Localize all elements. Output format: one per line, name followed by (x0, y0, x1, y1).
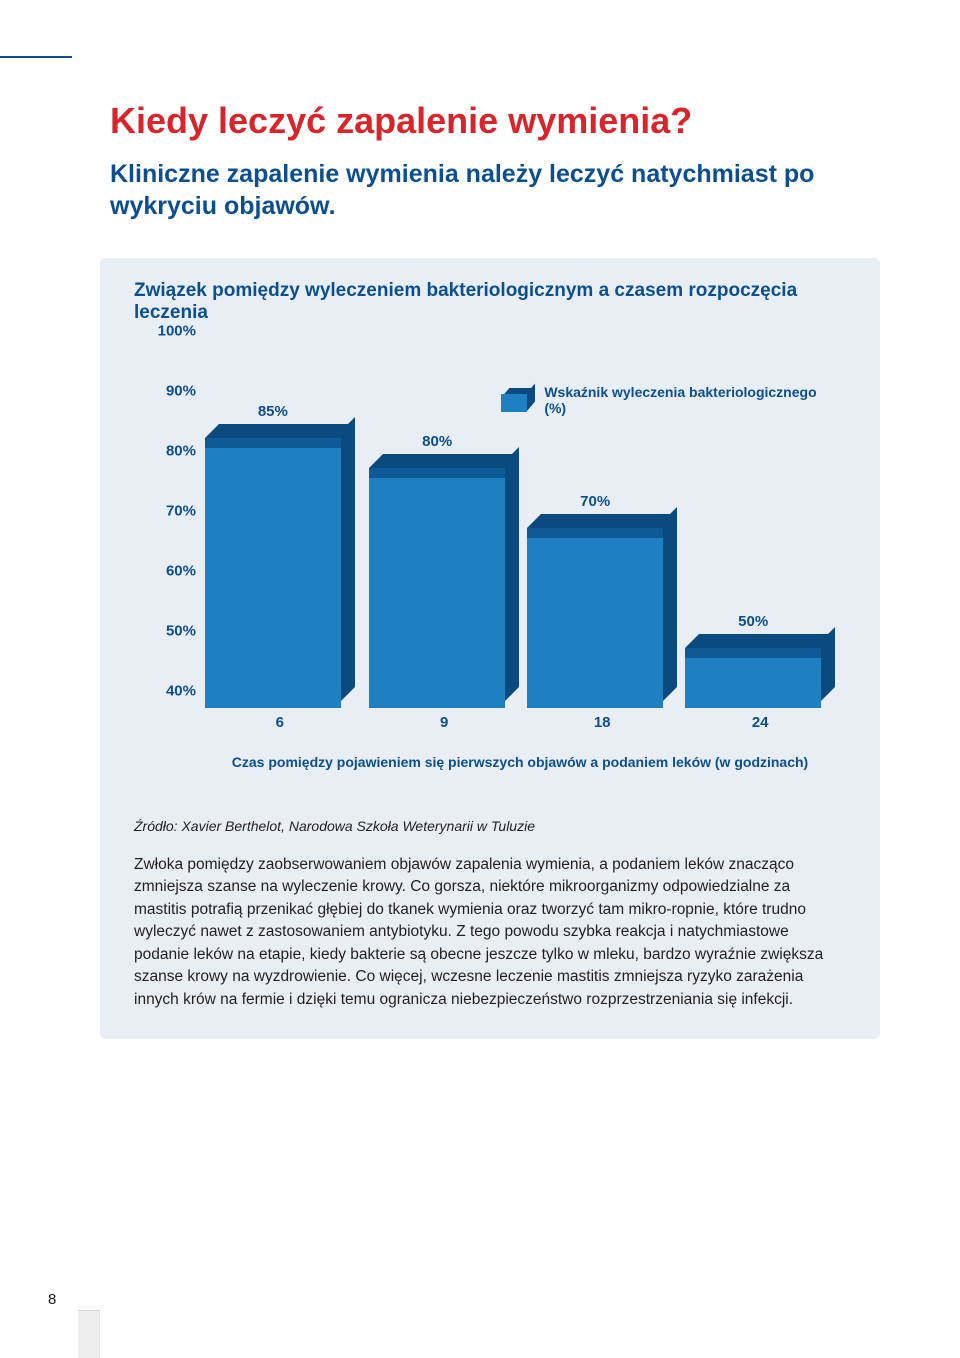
bar: 50% (685, 648, 835, 708)
x-axis-ticks: 6 9 18 24 (204, 708, 836, 748)
bar-top-edge (527, 528, 663, 538)
bar-top-edge (205, 438, 341, 448)
bar-top-edge (685, 648, 821, 658)
bar-chart: 40%50%60%70%80%90%100% 85%80%70%50%Wskaź… (134, 348, 846, 748)
page-number: 8 (48, 1291, 56, 1308)
x-tick-label: 6 (276, 714, 284, 731)
bar-top-edge (369, 468, 505, 478)
chart-panel-title: Związek pomiędzy wyleczeniem bakteriolog… (134, 280, 846, 324)
bar-front (527, 528, 663, 708)
top-rule (0, 56, 72, 58)
bar-side (663, 507, 677, 701)
y-axis-ticks: 40%50%60%70%80%90%100% (134, 348, 204, 708)
x-tick-label: 9 (440, 714, 448, 731)
bar-top (369, 454, 519, 468)
bar-side (505, 447, 519, 701)
page-subtitle: Kliniczne zapalenie wymienia należy lecz… (110, 159, 870, 222)
chart-panel: Związek pomiędzy wyleczeniem bakteriolog… (100, 258, 880, 1039)
bar-value-label: 50% (678, 613, 828, 630)
y-tick-label: 100% (158, 322, 196, 339)
bar-top (527, 514, 677, 528)
y-tick-label: 70% (166, 502, 196, 519)
legend-label: Wskaźnik wyleczenia bakteriologicznego (… (544, 384, 836, 416)
bar-top (205, 424, 355, 438)
y-tick-label: 40% (166, 682, 196, 699)
bar-value-label: 85% (198, 403, 348, 420)
chart-legend: Wskaźnik wyleczenia bakteriologicznego (… (501, 384, 836, 416)
bar-side (341, 417, 355, 701)
bar: 80% (369, 468, 519, 708)
bar-top (685, 634, 835, 648)
bar-front (205, 438, 341, 708)
bar: 70% (527, 528, 677, 708)
body-paragraph: Zwłoka pomiędzy zaobserwowaniem objawów … (134, 854, 846, 1011)
bar-value-label: 80% (362, 433, 512, 450)
y-tick-label: 80% (166, 442, 196, 459)
y-tick-label: 90% (166, 382, 196, 399)
bar-front (369, 468, 505, 708)
bar-value-label: 70% (520, 493, 670, 510)
y-tick-label: 60% (166, 562, 196, 579)
x-tick-label: 24 (752, 714, 769, 731)
page-title: Kiedy leczyć zapalenie wymienia? (110, 100, 870, 141)
bar: 85% (205, 438, 355, 708)
chart-source: Źródło: Xavier Berthelot, Narodowa Szkoł… (134, 818, 846, 834)
page-content: Kiedy leczyć zapalenie wymienia? Klinicz… (0, 0, 960, 1039)
y-tick-label: 50% (166, 622, 196, 639)
chart-plot-area: 85%80%70%50%Wskaźnik wyleczenia bakterio… (204, 348, 836, 708)
legend-swatch-icon (501, 388, 534, 412)
x-axis-label: Czas pomiędzy pojawieniem się pierwszych… (204, 754, 836, 770)
x-tick-label: 18 (594, 714, 611, 731)
bottom-tab-decoration (78, 1310, 100, 1358)
